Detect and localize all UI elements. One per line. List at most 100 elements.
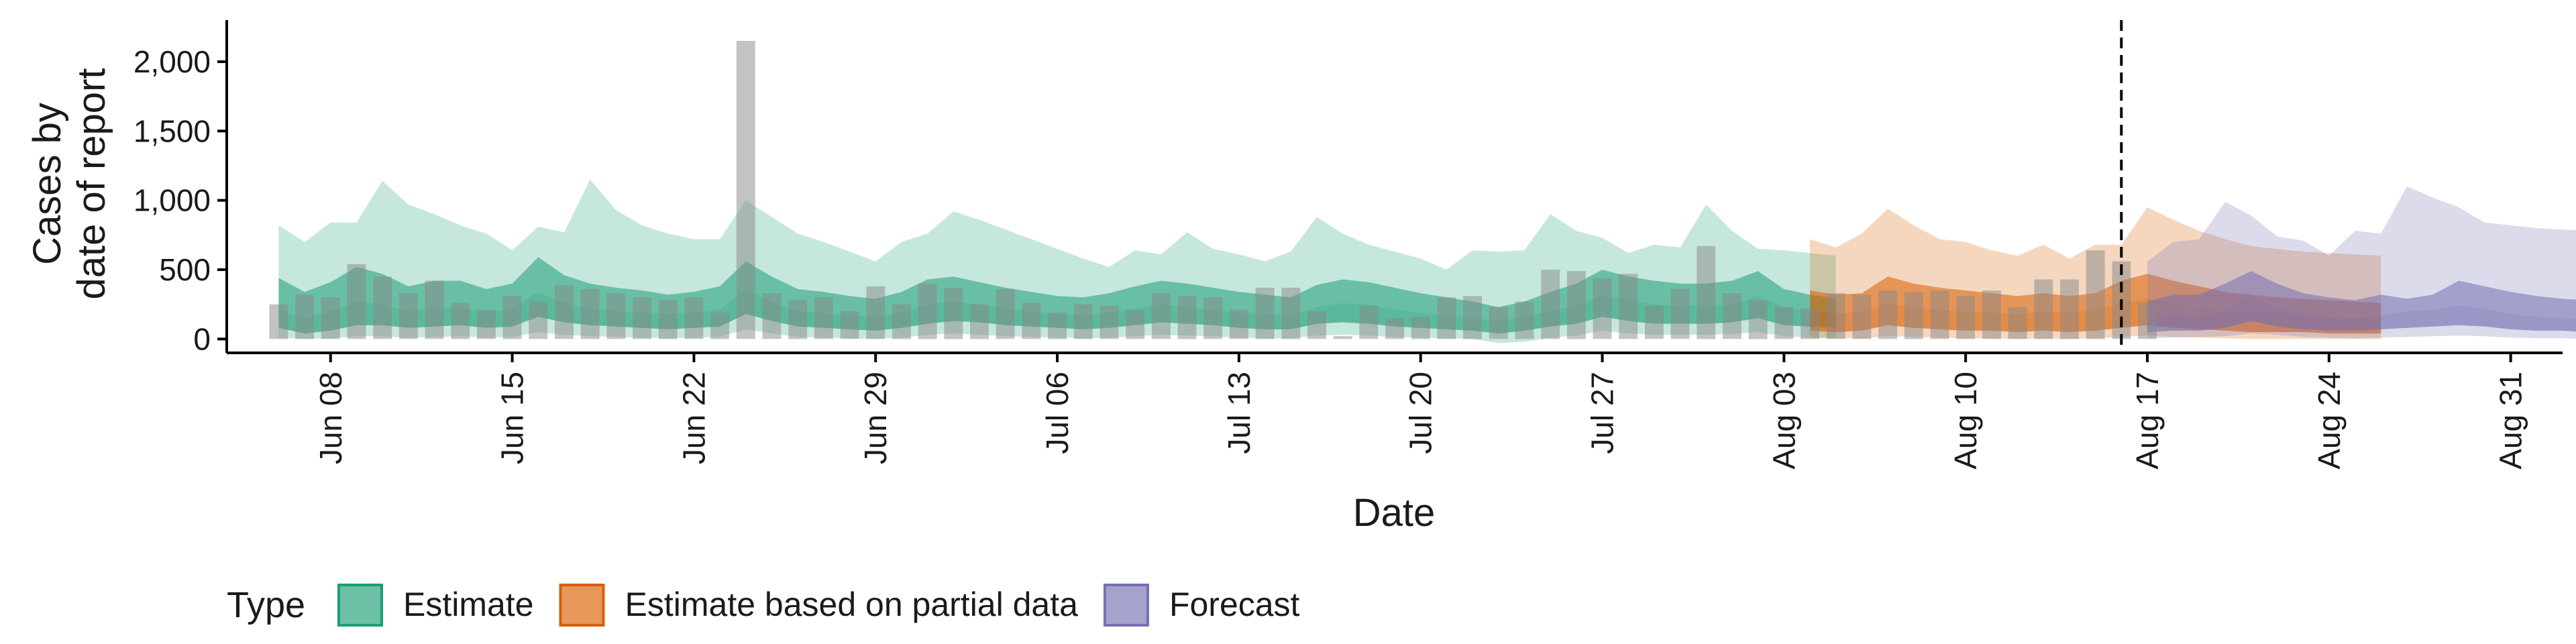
reported-bar-28 (996, 288, 1015, 339)
x-tick-label-11: Aug 24 (2312, 372, 2347, 470)
reported-bar-67 (2008, 307, 2027, 339)
y-tick-label-0: 0 (193, 321, 211, 356)
reported-bar-21 (814, 297, 833, 339)
reported-bar-32 (1099, 305, 1119, 339)
reported-bar-62 (1878, 290, 1898, 339)
x-tick-label-12: Aug 31 (2493, 372, 2528, 470)
reported-bar-42 (1359, 305, 1379, 339)
reported-bar-65 (1956, 296, 1976, 339)
reported-bar-30 (1048, 313, 1067, 339)
reported-bar-27 (970, 304, 989, 339)
reported-bar-68 (2034, 279, 2053, 339)
reported-bar-56 (1723, 293, 1741, 339)
reported-bar-46 (1463, 296, 1482, 339)
reported-bar-2 (321, 297, 340, 339)
legend-label-0: Estimate (403, 586, 534, 623)
reported-bar-48 (1515, 301, 1534, 339)
reported-bar-17 (710, 313, 730, 339)
reported-bar-50 (1566, 271, 1586, 339)
reported-bar-60 (1826, 293, 1845, 339)
reported-bar-14 (633, 297, 651, 339)
reported-bar-38 (1255, 287, 1275, 339)
reported-bar-7 (451, 303, 470, 339)
series-2-inner-band (2147, 271, 2576, 332)
reported-bar-3 (347, 264, 366, 339)
reported-bar-22 (840, 311, 859, 339)
legend: Type Estimate Estimate based on partial da… (227, 584, 1300, 627)
reported-bar-43 (1385, 318, 1404, 339)
x-tick-label-4: Jul 06 (1040, 372, 1075, 454)
y-tick-label-1: 500 (159, 252, 211, 287)
reported-bar-36 (1203, 297, 1223, 339)
x-tick-label-9: Aug 10 (1948, 372, 1983, 470)
reported-bar-40 (1307, 311, 1326, 339)
reported-bar-49 (1541, 270, 1560, 339)
reported-bar-15 (658, 300, 678, 339)
series-2-core-band (2147, 294, 2576, 332)
reported-bar-54 (1670, 288, 1690, 339)
legend-item-0: Estimate (337, 584, 534, 627)
legend-swatch-1 (559, 584, 605, 627)
legend-label-1: Estimate based on partial data (625, 586, 1079, 623)
reported-bar-18 (736, 41, 755, 339)
reported-bar-23 (866, 286, 885, 339)
legend-item-1: Estimate based on partial data (559, 584, 1079, 627)
reported-bar-72 (2138, 303, 2157, 339)
reported-bar-6 (425, 280, 444, 339)
reported-bar-1 (295, 294, 314, 339)
reported-bar-66 (1982, 290, 2001, 339)
legend-item-2: Forecast (1103, 584, 1300, 627)
reported-bar-51 (1593, 278, 1612, 339)
x-ticks: Jun 08 Jun 15 Jun 22 Jun 29 Jul 06 Jul 13 Jul … (313, 353, 2528, 470)
reported-bar-63 (1904, 292, 1923, 339)
reported-bar-25 (918, 283, 937, 339)
x-tick-label-10: Aug 17 (2130, 372, 2165, 470)
reported-bar-64 (1930, 290, 1949, 339)
reported-bar-13 (606, 293, 626, 339)
reported-bar-34 (1151, 293, 1171, 339)
y-tick-label-2: 1,000 (133, 183, 211, 218)
y-ticks: 0 500 1,000 1,500 2,000 (133, 44, 227, 356)
x-tick-label-6: Jul 20 (1403, 372, 1438, 454)
reported-bar-11 (555, 284, 574, 339)
series-2 (2147, 186, 2576, 339)
reported-bar-12 (580, 288, 600, 339)
y-axis-title-line-2: date of report (70, 68, 113, 300)
legend-title: Type (227, 585, 305, 625)
legend-swatch-0 (337, 584, 383, 627)
reported-bar-47 (1489, 307, 1508, 339)
reported-bar-70 (2086, 250, 2105, 339)
reported-bar-9 (502, 296, 522, 339)
x-tick-label-3: Jun 29 (858, 372, 893, 464)
reported-bar-37 (1229, 309, 1248, 339)
reported-bar-33 (1126, 309, 1145, 339)
legend-swatch-2 (1103, 584, 1149, 627)
reported-bar-10 (529, 301, 548, 339)
reported-case-bars (269, 41, 2157, 339)
reported-bar-20 (788, 300, 808, 339)
x-axis-title: Date (1353, 491, 1436, 535)
reported-bar-29 (1022, 303, 1041, 339)
reported-bar-57 (1748, 300, 1768, 339)
reported-bar-59 (1801, 308, 1819, 339)
x-tick-label-1: Jun 15 (495, 372, 530, 464)
reported-bar-35 (1177, 296, 1197, 339)
reported-bar-31 (1073, 304, 1093, 339)
x-tick-label-8: Aug 03 (1766, 372, 1801, 470)
chart-layers (269, 20, 2576, 353)
reported-bar-53 (1645, 305, 1664, 339)
y-axis-title: Cases by date of report (25, 68, 113, 300)
reported-bar-16 (684, 297, 704, 339)
y-axis-title-line-1: Cases by (25, 103, 69, 265)
reported-bar-61 (1852, 294, 1872, 339)
reported-bar-19 (762, 293, 782, 339)
legend-label-2: Forecast (1169, 586, 1300, 623)
x-tick-label-5: Jul 13 (1222, 372, 1256, 454)
x-tick-label-2: Jun 22 (676, 372, 711, 464)
x-tick-label-0: Jun 08 (313, 372, 348, 464)
reported-bar-44 (1411, 317, 1430, 339)
reported-bar-55 (1697, 246, 1716, 339)
reported-bar-52 (1619, 274, 1638, 339)
